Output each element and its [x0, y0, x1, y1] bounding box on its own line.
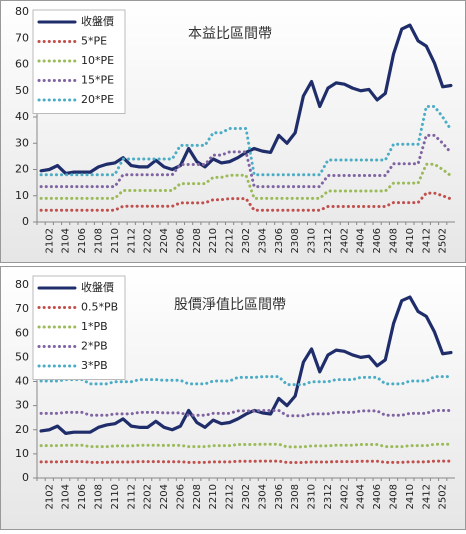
- legend-label: 10*PE: [81, 54, 114, 67]
- legend-label: 15*PE: [81, 74, 114, 87]
- x-tick-label: 2310: [307, 484, 318, 509]
- y-tick-label: 80: [15, 5, 29, 18]
- legend-label: 20*PE: [81, 93, 114, 106]
- x-tick-label: 2308: [290, 484, 301, 509]
- x-tick-label: 2302: [241, 484, 252, 509]
- x-tick-label: 2202: [143, 228, 154, 253]
- series-line: [39, 191, 453, 212]
- y-tick-label: 50: [15, 84, 29, 97]
- x-tick-label: 2206: [175, 228, 186, 253]
- x-tick-label: 2502: [438, 484, 449, 509]
- chart-title: 股價淨值比區間帶: [174, 296, 286, 313]
- x-tick-label: 2410: [405, 228, 416, 253]
- series-line: [39, 133, 453, 189]
- x-tick-label: 2412: [421, 228, 432, 253]
- x-tick-label: 2106: [77, 228, 88, 253]
- x-tick-label: 2112: [126, 228, 137, 253]
- x-tick-label: 2208: [192, 484, 203, 509]
- x-tick-label: 2304: [257, 484, 268, 509]
- y-tick-label: 40: [15, 110, 29, 123]
- y-tick-label: 40: [15, 375, 29, 388]
- y-tick-label: 70: [15, 302, 29, 315]
- y-tick-label: 0: [22, 471, 29, 484]
- y-tick-label: 10: [15, 189, 29, 202]
- x-tick-label: 2404: [356, 484, 367, 509]
- x-tick-label: 2402: [339, 484, 350, 509]
- x-tick-label: 2112: [126, 484, 137, 509]
- legend-label: 0.5*PB: [81, 301, 118, 314]
- x-tick-label: 2202: [143, 484, 154, 509]
- series-line: [39, 459, 453, 464]
- x-tick-label: 2308: [290, 228, 301, 253]
- x-tick-label: 2406: [372, 228, 383, 253]
- x-tick-label: 2210: [208, 484, 219, 509]
- legend-label: 1*PB: [81, 320, 108, 333]
- x-tick-label: 2108: [93, 484, 104, 509]
- y-tick-label: 30: [15, 136, 29, 149]
- x-tick-label: 2502: [438, 228, 449, 253]
- x-tick-label: 2110: [110, 484, 121, 509]
- series-line: [39, 162, 453, 200]
- series-line: [39, 442, 453, 449]
- x-tick-label: 2212: [225, 484, 236, 509]
- x-tick-label: 2212: [225, 228, 236, 253]
- x-tick-label: 2408: [389, 484, 400, 509]
- legend-label: 收盤價: [81, 14, 114, 28]
- y-tick-label: 10: [15, 447, 29, 460]
- x-tick-label: 2104: [61, 484, 72, 509]
- x-tick-label: 2104: [61, 228, 72, 253]
- x-tick-label: 2306: [274, 228, 285, 253]
- y-tick-label: 80: [15, 278, 29, 291]
- y-tick-label: 50: [15, 350, 29, 363]
- x-tick-label: 2204: [159, 484, 170, 509]
- x-tick-label: 2108: [93, 228, 104, 253]
- legend-label: 收盤價: [81, 280, 114, 294]
- series-line: [39, 105, 453, 177]
- y-tick-label: 20: [15, 423, 29, 436]
- x-tick-label: 2110: [110, 228, 121, 253]
- x-tick-label: 2402: [339, 228, 350, 253]
- legend-label: 5*PE: [81, 35, 107, 48]
- x-tick-label: 2208: [192, 228, 203, 253]
- y-tick-label: 0: [22, 215, 29, 228]
- series-line: [39, 408, 453, 418]
- series-line: [39, 375, 453, 387]
- x-tick-label: 2312: [323, 228, 334, 253]
- x-tick-label: 2410: [405, 484, 416, 509]
- y-tick-label: 30: [15, 399, 29, 412]
- x-tick-label: 2404: [356, 228, 367, 253]
- y-tick-label: 70: [15, 31, 29, 44]
- x-tick-label: 2304: [257, 228, 268, 253]
- x-tick-label: 2408: [389, 228, 400, 253]
- x-tick-label: 2102: [44, 228, 55, 253]
- series-line: [39, 23, 453, 176]
- x-tick-label: 2412: [421, 484, 432, 509]
- y-tick-label: 20: [15, 163, 29, 176]
- x-tick-label: 2312: [323, 484, 334, 509]
- x-tick-label: 2102: [44, 484, 55, 509]
- series-line: [39, 295, 453, 435]
- legend-label: 2*PB: [81, 340, 108, 353]
- x-tick-label: 2204: [159, 228, 170, 253]
- x-tick-label: 2406: [372, 484, 383, 509]
- x-tick-label: 2310: [307, 228, 318, 253]
- x-tick-label: 2210: [208, 228, 219, 253]
- legend-label: 3*PB: [81, 359, 108, 372]
- y-tick-label: 60: [15, 326, 29, 339]
- x-tick-label: 2106: [77, 484, 88, 509]
- chart-title: 本益比區間帶: [188, 26, 272, 42]
- y-tick-label: 60: [15, 58, 29, 71]
- x-tick-label: 2302: [241, 228, 252, 253]
- x-tick-label: 2206: [175, 484, 186, 509]
- x-tick-label: 2306: [274, 484, 285, 509]
